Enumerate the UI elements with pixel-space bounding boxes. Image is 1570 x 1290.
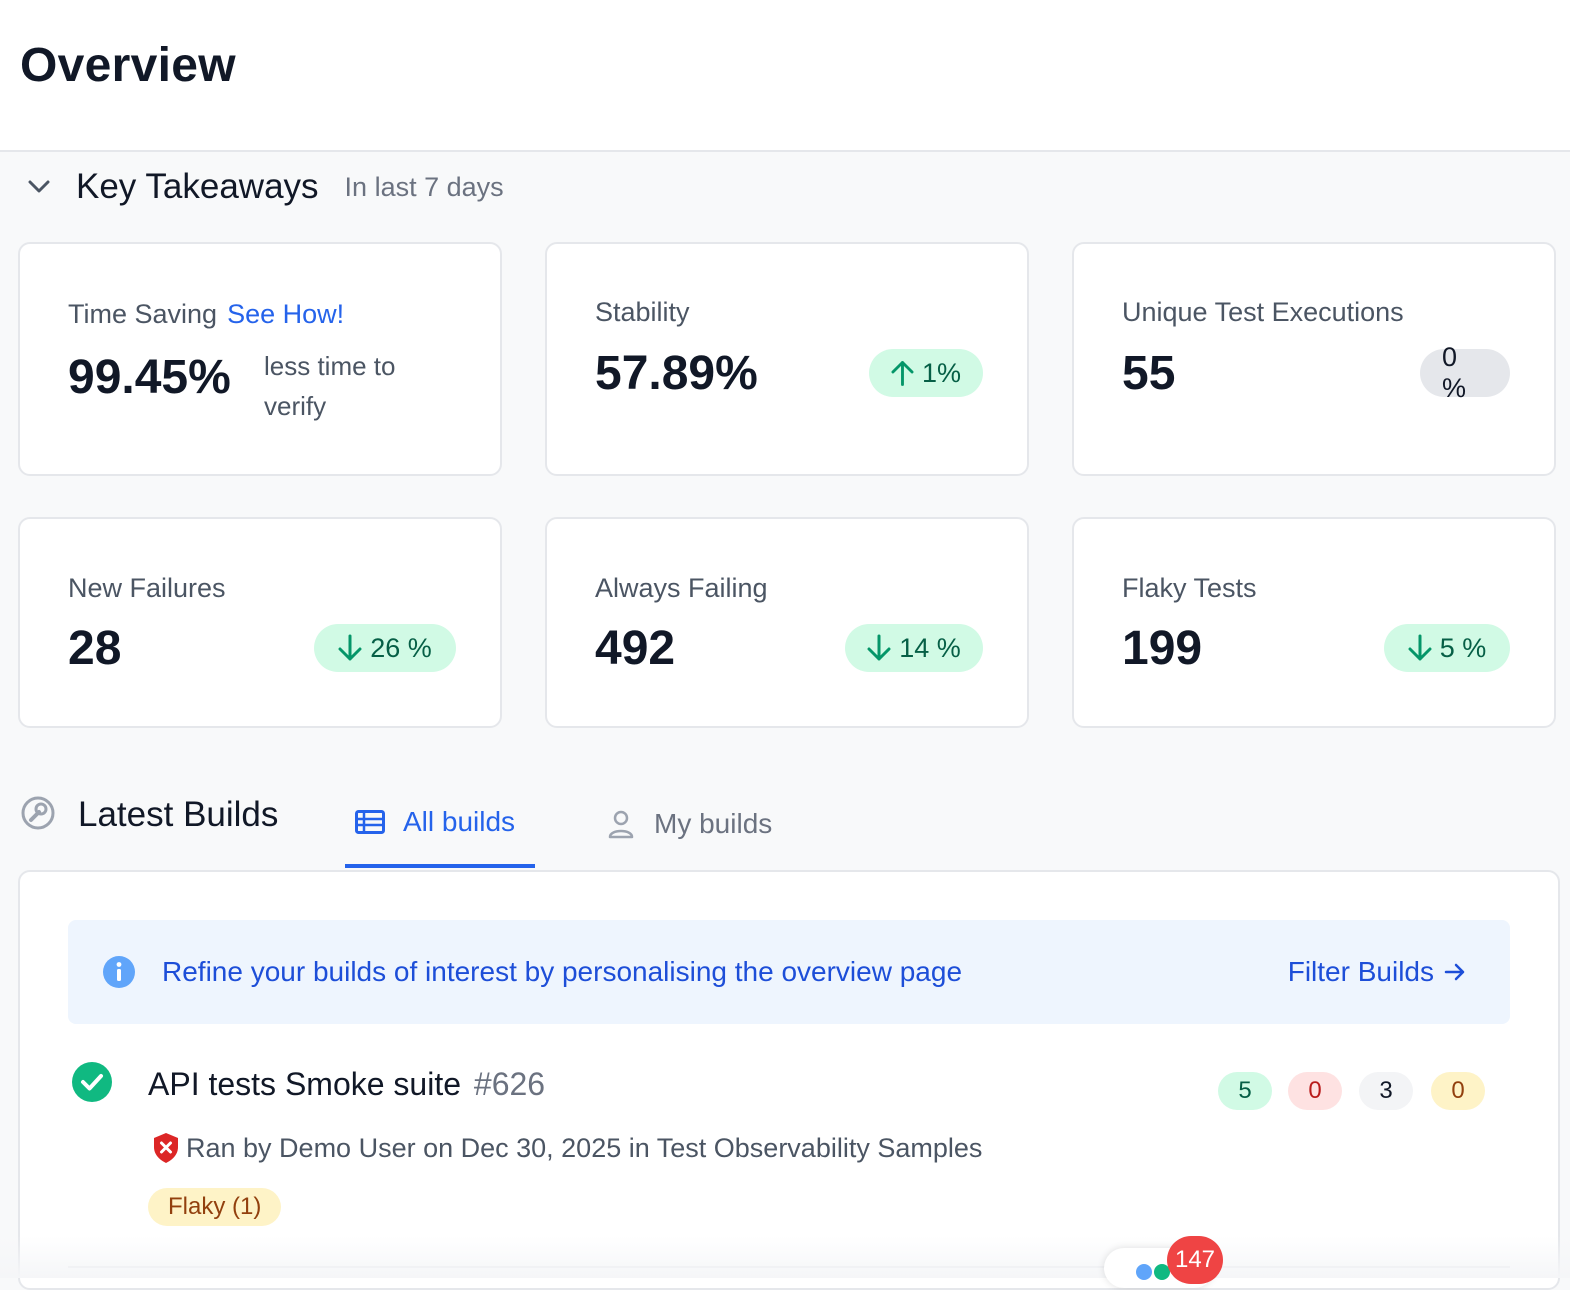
see-how-link[interactable]: See How! (227, 299, 345, 329)
builds-panel: Refine your builds of interest by person… (18, 870, 1560, 1290)
list-icon (355, 810, 385, 834)
unique-tests-change: 0 % (1442, 342, 1467, 403)
passed-count-badge[interactable]: 5 (1218, 1072, 1272, 1110)
tab-my-builds[interactable]: My builds (606, 780, 806, 868)
filter-builds-link[interactable]: Filter Builds (1288, 920, 1466, 1024)
stability-label: Stability (595, 297, 690, 327)
scroll-fade (0, 1236, 1570, 1278)
new-failures-card[interactable]: New Failures 28 26 % (18, 517, 502, 728)
filter-builds-label: Filter Builds (1287, 956, 1434, 987)
new-failures-label: New Failures (68, 573, 226, 603)
info-banner: Refine your builds of interest by person… (68, 920, 1510, 1024)
always-failing-card[interactable]: Always Failing 492 14 % (545, 517, 1029, 728)
arrow-right-icon (1444, 963, 1465, 981)
time-saving-label-row: Time Saving See How! (68, 299, 344, 330)
stability-change: 1% (921, 357, 961, 388)
latest-builds-header: Latest Builds (20, 790, 278, 840)
build-row[interactable]: API tests Smoke suite #626 Ran by Demo U… (68, 1062, 1510, 1242)
unique-tests-label: Unique Test Executions (1122, 297, 1404, 327)
key-takeaways-header: Key Takeaways In last 7 days (22, 162, 504, 212)
always-failing-value: 492 (595, 622, 676, 675)
key-takeaways-period: In last 7 days (344, 171, 504, 202)
tab-all-builds[interactable]: All builds (345, 780, 535, 868)
notification-count-badge[interactable]: 147 (1167, 1236, 1223, 1284)
build-meta: Ran by Demo User on Dec 30, 2025 in Test… (152, 1132, 982, 1164)
arrow-down-icon (338, 634, 362, 661)
stability-value: 57.89% (595, 347, 758, 400)
unique-tests-change-badge: 0 % (1420, 342, 1510, 403)
time-saving-note: less time to verify (264, 351, 396, 421)
check-circle-icon (72, 1062, 112, 1102)
flaky-tests-label: Flaky Tests (1122, 573, 1257, 603)
arrow-up-icon (891, 361, 914, 386)
chevron-down-icon[interactable] (22, 170, 56, 204)
build-title: API tests Smoke suite (148, 1066, 462, 1102)
widget-dot-icon (1154, 1264, 1170, 1280)
stability-change-badge: 1% (869, 349, 983, 397)
stability-card[interactable]: Stability 57.89% 1% (545, 242, 1029, 476)
info-banner-text: Refine your builds of interest by person… (162, 956, 963, 987)
build-meta-text: Ran by Demo User on Dec 30, 2025 in Test… (186, 1132, 983, 1163)
flaky-tests-change: 5 % (1439, 632, 1487, 663)
time-saving-value: 99.45% (68, 351, 231, 404)
flaky-count-badge[interactable]: 0 (1431, 1072, 1485, 1110)
failed-count-badge[interactable]: 0 (1288, 1072, 1342, 1110)
builds-wrench-icon (20, 795, 56, 836)
latest-builds-title: Latest Builds (78, 795, 279, 834)
always-failing-change-badge: 14 % (845, 624, 983, 672)
time-saving-label: Time Saving (68, 299, 218, 329)
skipped-count-badge[interactable]: 3 (1359, 1072, 1413, 1110)
flaky-tests-card[interactable]: Flaky Tests 199 5 % (1072, 517, 1556, 728)
tab-my-builds-label: My builds (654, 808, 773, 839)
page-header: Overview (0, 0, 1570, 152)
user-icon (608, 810, 634, 839)
build-name[interactable]: API tests Smoke suite #626 (148, 1066, 545, 1103)
widget-dot-icon (1136, 1264, 1152, 1280)
page-title: Overview (20, 39, 236, 92)
shield-x-icon (154, 1133, 178, 1163)
new-failures-change-badge: 26 % (314, 624, 456, 672)
new-failures-change: 26 % (370, 632, 432, 663)
unique-tests-value: 55 (1122, 347, 1176, 400)
flaky-tests-change-badge: 5 % (1384, 624, 1510, 672)
flaky-tag[interactable]: Flaky (1) (148, 1188, 282, 1226)
time-saving-card[interactable]: Time Saving See How! 99.45% less time to … (18, 242, 502, 476)
key-takeaways-title: Key Takeaways (76, 167, 319, 206)
tab-all-builds-label: All builds (403, 806, 516, 837)
new-failures-value: 28 (68, 622, 122, 675)
flaky-tests-value: 199 (1122, 622, 1203, 675)
build-number: #626 (473, 1066, 546, 1102)
always-failing-change: 14 % (899, 632, 961, 663)
unique-tests-card[interactable]: Unique Test Executions 55 0 % (1072, 242, 1556, 476)
always-failing-label: Always Failing (595, 573, 768, 603)
arrow-down-icon (867, 634, 891, 661)
arrow-down-icon (1408, 634, 1432, 661)
info-icon (103, 956, 135, 988)
